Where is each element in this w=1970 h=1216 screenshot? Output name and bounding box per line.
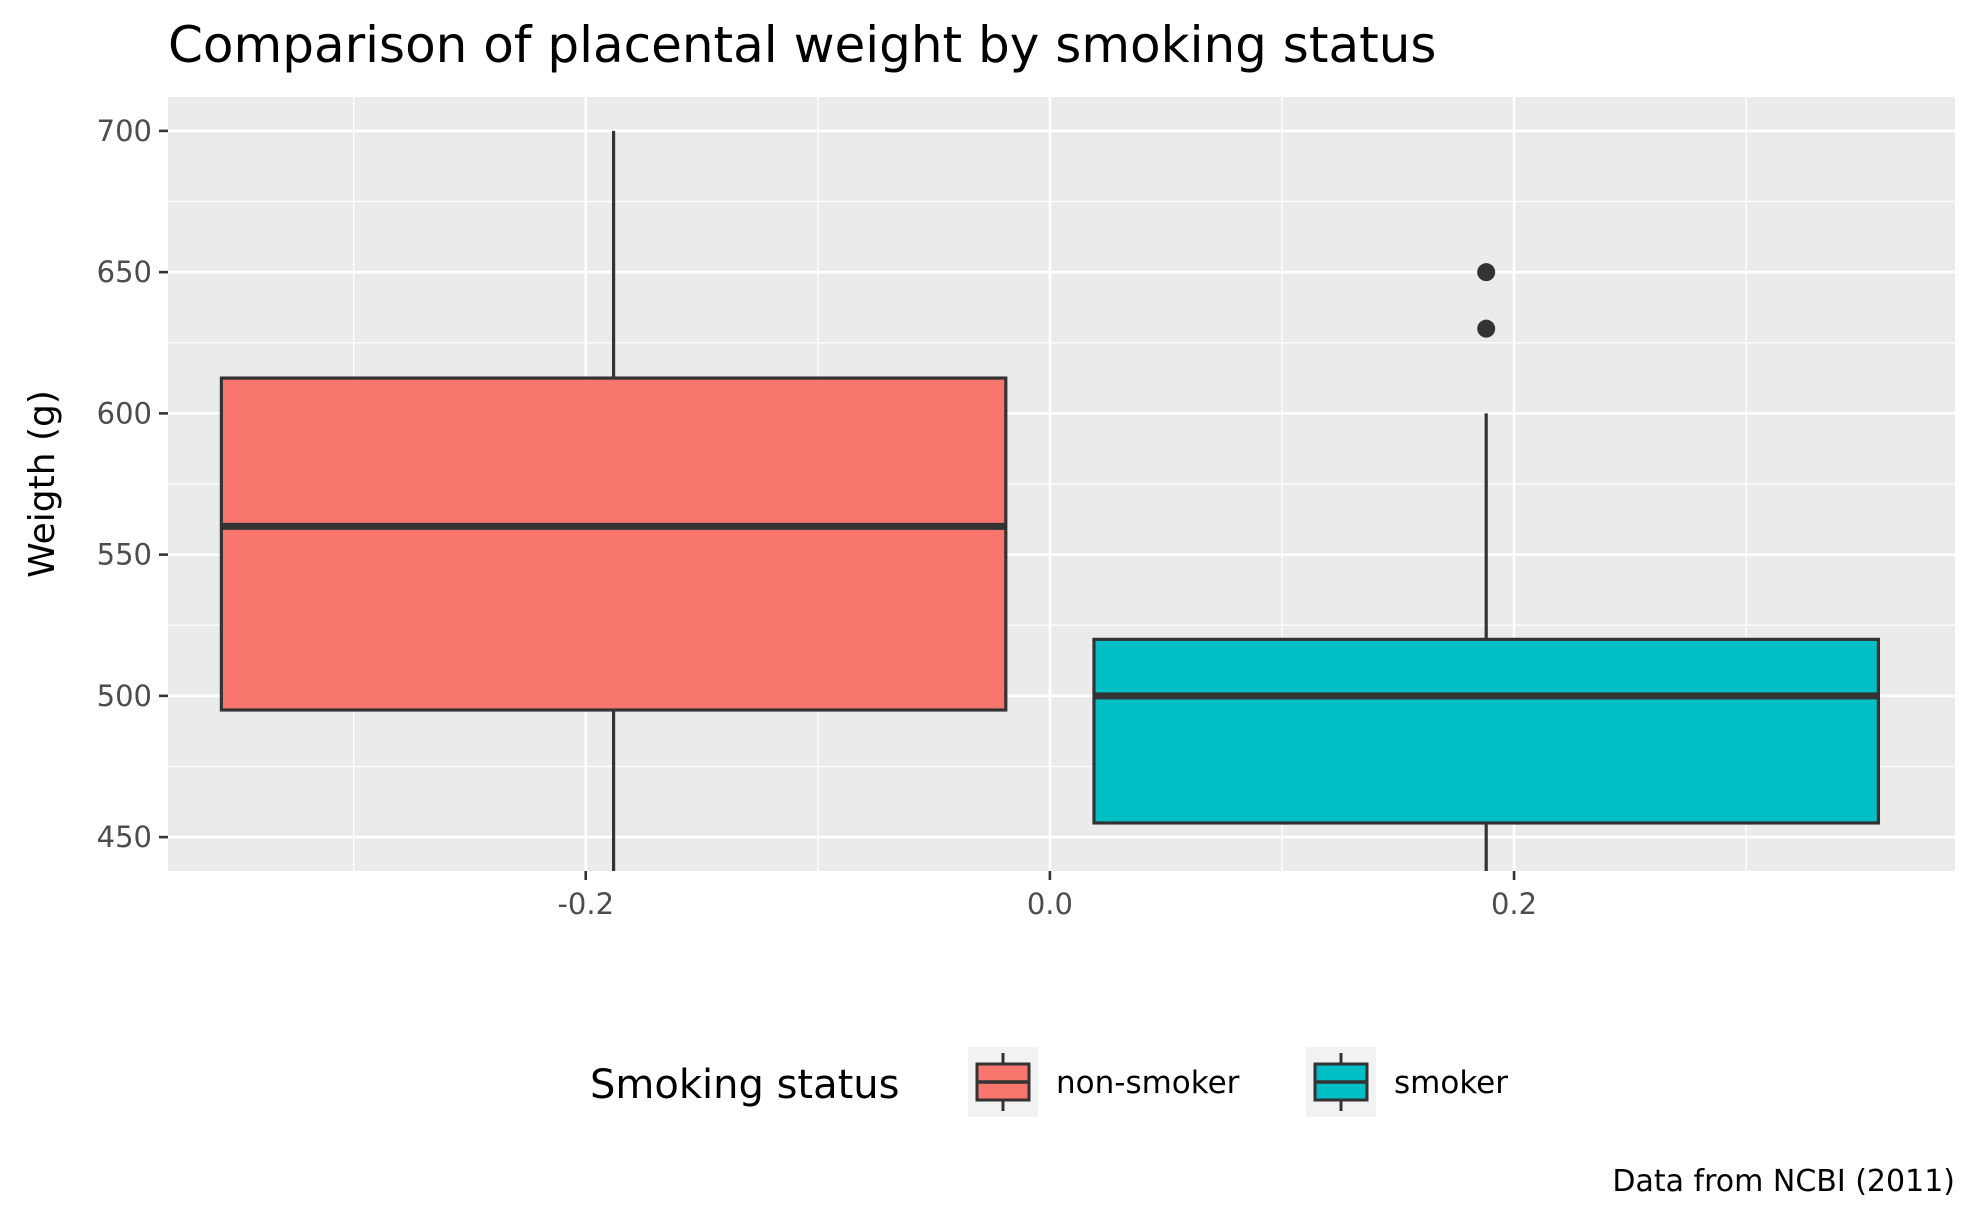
box-smoker: [1092, 263, 1881, 871]
box-iqr: [1092, 637, 1881, 825]
y-tick-label: 500: [97, 679, 152, 713]
outlier-point: [1477, 263, 1496, 282]
axis-ticks: [159, 129, 1516, 880]
legend: Smoking status non-smoker smoker: [590, 1047, 1508, 1117]
box-non-smoker: [219, 130, 1008, 871]
legend-keys: non-smoker smoker: [968, 1047, 1508, 1117]
boxplot-layer: [219, 130, 1881, 871]
y-tick-label: 550: [97, 538, 152, 572]
legend-title: Smoking status: [590, 1062, 899, 1108]
y-axis-title: Weigth (g): [22, 390, 63, 578]
legend-label: smoker: [1394, 1065, 1508, 1101]
legend-item-non-smoker: non-smoker: [968, 1047, 1240, 1117]
legend-item-smoker: smoker: [1306, 1047, 1508, 1117]
legend-label: non-smoker: [1056, 1065, 1240, 1101]
chart-caption: Data from NCBI (2011): [1612, 1164, 1955, 1199]
x-tick-label: -0.2: [557, 887, 614, 921]
x-tick-label: 0.2: [1491, 887, 1537, 921]
outlier-point: [1477, 319, 1496, 338]
x-axis-tick-labels: -0.2 0.0 0.2: [557, 887, 1537, 921]
x-tick-label: 0.0: [1027, 887, 1073, 921]
y-tick-label: 450: [97, 820, 152, 854]
y-tick-label: 700: [97, 114, 152, 148]
chart-title: Comparison of placental weight by smokin…: [168, 16, 1436, 74]
y-tick-label: 600: [97, 396, 152, 430]
box-iqr: [219, 376, 1008, 712]
y-axis-tick-labels: 450 500 550 600 650 700: [97, 114, 152, 854]
y-tick-label: 650: [97, 255, 152, 289]
